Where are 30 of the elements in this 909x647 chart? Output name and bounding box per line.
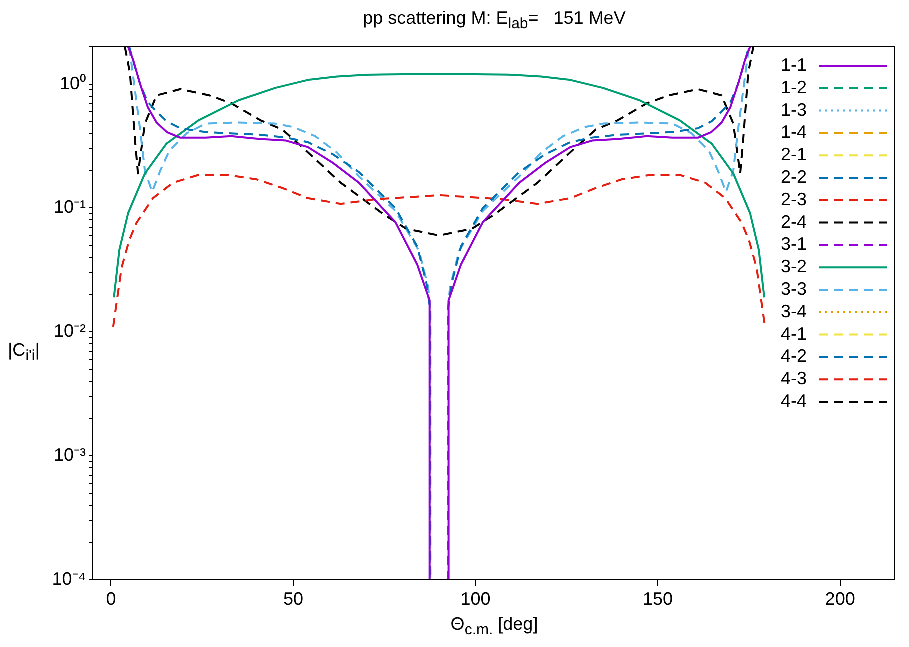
legend-label: 3-1 xyxy=(780,234,807,254)
x-tick-label: 0 xyxy=(106,588,116,609)
y-tick-label: 10⁰ xyxy=(60,73,86,94)
legend-label: 2-4 xyxy=(780,212,807,232)
y-axis-title: |C$_{i'i}$| xyxy=(8,340,40,365)
y-tick-label: 10⁻² xyxy=(54,321,86,342)
legend-label: 1-2 xyxy=(780,77,807,98)
y-tick-label: 10⁻³ xyxy=(54,445,86,466)
legend-label: 1-4 xyxy=(780,122,807,142)
legend-label: 2-2 xyxy=(780,166,807,187)
x-tick-label: 200 xyxy=(825,588,856,609)
x-tick-label: 150 xyxy=(643,588,674,609)
legend-label: 1-3 xyxy=(780,100,807,120)
chart-title: pp scattering M: E$_{lab}$= 151 MeV xyxy=(362,8,627,33)
x-tick-label: 100 xyxy=(460,588,491,609)
legend-label: 4-1 xyxy=(780,324,807,344)
legend-label: 1-1 xyxy=(780,54,807,75)
y-tick-label: 10⁻¹ xyxy=(54,197,86,218)
legend-label: 4-2 xyxy=(780,346,807,366)
legend-label: 4-4 xyxy=(780,390,807,411)
y-tick-label: 10⁻⁴ xyxy=(52,568,86,589)
legend-label: 3-2 xyxy=(780,256,807,277)
legend-label: 2-1 xyxy=(780,144,807,165)
x-tick-label: 50 xyxy=(283,588,304,609)
line-series xyxy=(112,174,766,328)
legend-label: 4-3 xyxy=(780,368,807,389)
legend-label: 2-3 xyxy=(780,189,807,210)
legend-label: 3-4 xyxy=(780,301,807,322)
legend-label: 3-3 xyxy=(780,278,807,299)
x-axis-title: Θ$_{c.m.}$ [deg] xyxy=(450,614,540,639)
